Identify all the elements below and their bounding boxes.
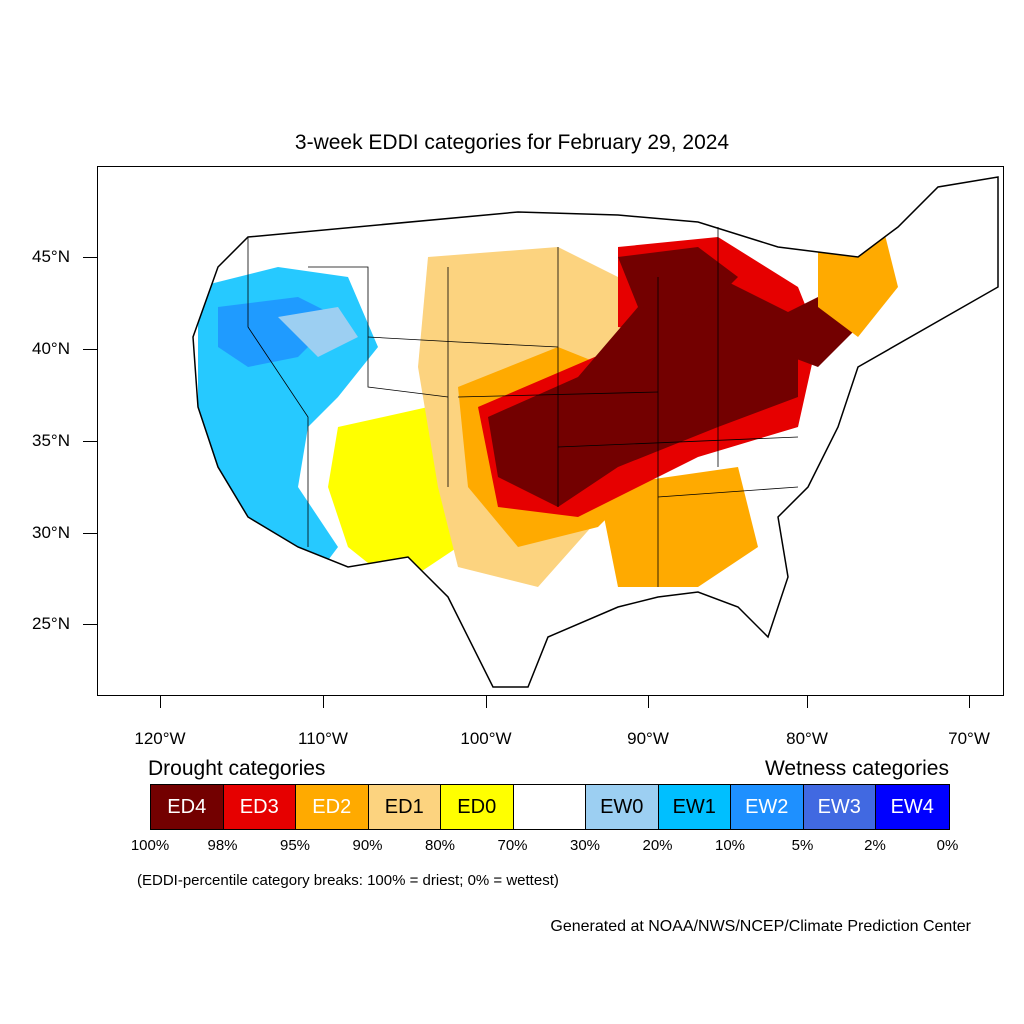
color-legend: ED4 ED3 ED2 ED1 ED0 EW0 EW1 EW2 EW3 EW4 (150, 784, 950, 830)
y-label-35: 35°N (32, 431, 70, 450)
y-tick (83, 349, 97, 350)
x-label-90w: 90°W (627, 729, 669, 748)
legend-swatch: EW0 (586, 785, 659, 829)
y-tick (83, 624, 97, 625)
y-tick (83, 441, 97, 442)
legend-swatch: EW4 (876, 785, 949, 829)
drought-categories-title: Drought categories (148, 757, 326, 780)
legend-swatch: EW1 (658, 785, 731, 829)
legend-swatch: ED2 (296, 785, 369, 829)
legend-swatch: EW2 (731, 785, 804, 829)
y-tick (83, 533, 97, 534)
map-canvas (192, 176, 999, 688)
legend-break-label: 100% (130, 837, 170, 854)
x-tick (323, 696, 324, 708)
eddi-map (97, 166, 1004, 696)
legend-break-label: 10% (714, 837, 746, 854)
x-tick (807, 696, 808, 708)
legend-swatch (513, 785, 586, 829)
state-borders (247, 227, 799, 587)
legend-break-label: 0% (936, 837, 959, 854)
credit-text: Generated at NOAA/NWS/NCEP/Climate Predi… (550, 918, 971, 935)
x-label-110w: 110°W (298, 729, 348, 748)
legend-swatch: ED4 (151, 785, 224, 829)
legend-swatch: ED3 (223, 785, 296, 829)
legend-break-label: 70% (497, 837, 528, 854)
x-tick (969, 696, 970, 708)
legend-break-label: 5% (791, 837, 814, 854)
map-title: 3-week EDDI categories for February 29, … (294, 131, 730, 154)
x-tick (648, 696, 649, 708)
y-label-30: 30°N (32, 523, 70, 542)
x-tick (160, 696, 161, 708)
y-label-45: 45°N (32, 247, 70, 266)
legend-swatch: ED0 (441, 785, 514, 829)
legend-break-label: 80% (424, 837, 456, 854)
legend-swatch: ED1 (368, 785, 441, 829)
y-label-40: 40°N (32, 339, 70, 358)
legend-break-label: 20% (642, 837, 673, 854)
land-fill (193, 177, 998, 687)
legend-break-label: 90% (352, 837, 383, 854)
y-tick (83, 257, 97, 258)
legend-break-label: 30% (569, 837, 601, 854)
x-label-80w: 80°W (786, 729, 828, 748)
x-label-100w: 100°W (460, 729, 512, 748)
legend-swatch: EW3 (803, 785, 876, 829)
legend-break-label: 95% (279, 837, 311, 854)
legend-break-label: 2% (864, 837, 886, 854)
x-tick (486, 696, 487, 708)
x-label-70w: 70°W (948, 729, 990, 748)
y-label-25: 25°N (32, 614, 70, 633)
legend-note: (EDDI-percentile category breaks: 100% =… (137, 872, 559, 889)
wetness-categories-title: Wetness categories (764, 757, 949, 780)
legend-break-label: 98% (207, 837, 238, 854)
coastline (192, 176, 999, 688)
x-label-120w: 120°W (134, 729, 186, 748)
